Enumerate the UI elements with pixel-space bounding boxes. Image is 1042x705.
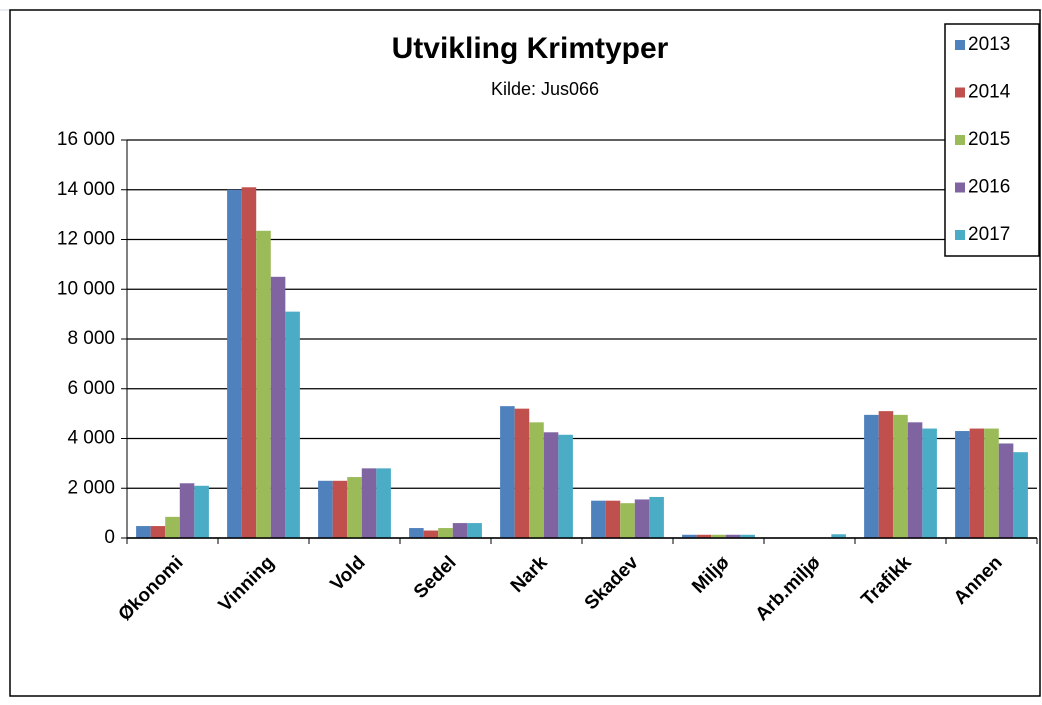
- y-tick-label: 14 000: [57, 179, 115, 200]
- bar: [893, 415, 908, 538]
- bar: [515, 409, 530, 538]
- y-tick-label: 10 000: [57, 278, 115, 299]
- bar: [544, 432, 559, 538]
- legend-swatch: [955, 183, 965, 193]
- chart-title: Utvikling Krimtyper: [392, 32, 669, 65]
- bar: [879, 411, 894, 538]
- bar: [635, 499, 650, 538]
- bar: [453, 523, 468, 538]
- bar: [151, 526, 166, 538]
- bar: [271, 277, 286, 538]
- bar: [922, 429, 937, 538]
- bar: [347, 477, 362, 538]
- y-tick-label: 4 000: [67, 428, 115, 449]
- bar: [1013, 452, 1028, 538]
- bar: [500, 406, 515, 538]
- bar: [529, 422, 544, 538]
- bar: [864, 415, 879, 538]
- bar: [409, 528, 424, 538]
- legend-label: 2015: [968, 129, 1010, 150]
- y-tick-label: 8 000: [67, 328, 115, 349]
- bar: [984, 429, 999, 538]
- legend-swatch: [955, 135, 965, 145]
- y-tick-label: 6 000: [67, 378, 115, 399]
- bar: [165, 517, 180, 538]
- bar: [558, 435, 573, 538]
- legend-label: 2014: [968, 82, 1011, 103]
- y-tick-label: 2 000: [67, 477, 115, 498]
- bar: [620, 503, 635, 538]
- bar: [256, 231, 271, 538]
- y-tick-label: 12 000: [57, 229, 115, 250]
- bar: [955, 431, 970, 538]
- legend-swatch: [955, 40, 965, 50]
- legend-label: 2017: [968, 224, 1010, 245]
- chart-subtitle: Kilde: Jus066: [491, 79, 599, 99]
- bar: [649, 497, 664, 538]
- y-tick-label: 16 000: [57, 129, 115, 150]
- bar: [242, 187, 257, 538]
- bar: [606, 501, 621, 538]
- bar: [999, 443, 1014, 538]
- bar: [591, 501, 606, 538]
- bar: [376, 468, 391, 538]
- bar: [970, 429, 985, 538]
- bar: [908, 422, 923, 538]
- bar: [438, 528, 453, 538]
- bar: [180, 483, 195, 538]
- legend-label: 2016: [968, 177, 1010, 198]
- y-tick-label: 0: [104, 527, 115, 548]
- bar: [424, 531, 439, 538]
- bar: [333, 481, 348, 538]
- legend-swatch: [955, 230, 965, 240]
- bar: [136, 526, 151, 538]
- bar: [194, 486, 209, 538]
- bar: [362, 468, 377, 538]
- bar: [227, 190, 242, 538]
- bar: [285, 312, 300, 538]
- bar: [467, 523, 482, 538]
- bar: [318, 481, 333, 538]
- legend-label: 2013: [968, 34, 1010, 55]
- legend-swatch: [955, 88, 965, 98]
